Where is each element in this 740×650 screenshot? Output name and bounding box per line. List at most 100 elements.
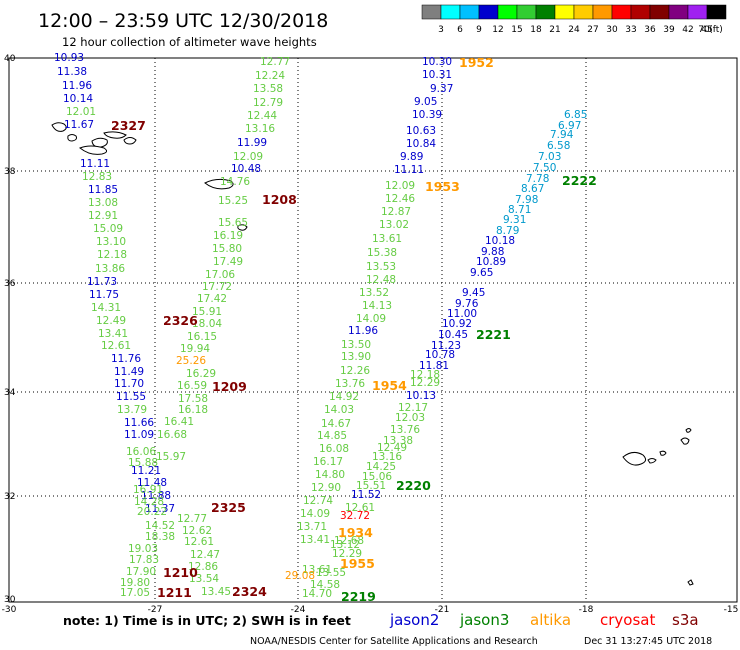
wave-height-value: 12.77 [177, 513, 207, 525]
colorbar-unit: (ft) [709, 25, 723, 35]
pass-time-label: 1953 [425, 179, 460, 194]
island-canaries [622, 450, 667, 466]
wave-height-value: 12.79 [253, 97, 283, 109]
wave-height-value: 13.52 [359, 287, 389, 299]
wave-height-value: 13.10 [96, 236, 126, 248]
wave-height-value: 13.45 [201, 586, 231, 598]
wave-height-value: 15.91 [192, 306, 222, 318]
pass-time-label: 1934 [338, 525, 373, 540]
wave-height-value: 14.52 [145, 520, 175, 532]
wave-height-value: 19.94 [180, 343, 210, 355]
pass-time-label: 1211 [157, 585, 192, 600]
wave-height-value: 13.38 [383, 435, 413, 447]
wave-height-value: 12.48 [366, 274, 396, 286]
wave-height-value: 14.09 [300, 508, 330, 520]
wave-height-value: 17.72 [202, 281, 232, 293]
wave-height-value: 11.96 [348, 325, 378, 337]
wave-height-value: 14.25 [366, 461, 396, 473]
wave-height-value: 10.63 [406, 125, 436, 137]
wave-height-value: 14.80 [315, 469, 345, 481]
wave-height-value: 12.17 [398, 402, 428, 414]
wave-height-value: 12.62 [182, 525, 212, 537]
longitude-labels: -30 -27 -24 -21 -18 -15 [2, 605, 739, 615]
wave-height-value: 12.18 [410, 369, 440, 381]
wave-height-value: 10.78 [425, 349, 455, 361]
wave-height-value: 25.26 [176, 355, 206, 367]
wave-height-value: 10.30 [422, 56, 452, 68]
wave-height-value: 12.47 [190, 549, 220, 561]
wave-height-value: 16.18 [178, 404, 208, 416]
pass-time-label: 2327 [111, 118, 146, 133]
wave-height-value: 14.92 [329, 391, 359, 403]
lon-tick-label: -15 [724, 605, 739, 615]
island-pico [79, 145, 108, 155]
wave-height-value: 11.23 [431, 340, 461, 352]
wave-height-value: 11.88 [141, 490, 171, 502]
wave-height-value: 11.70 [114, 378, 144, 390]
wave-height-value: 13.53 [366, 261, 396, 273]
wave-height-value: 16.91 [133, 484, 163, 496]
wave-height-value: 12.01 [66, 106, 96, 118]
colorbar-swatch [630, 4, 651, 20]
wave-height-value: 15.09 [93, 223, 123, 235]
wave-height-value: 6.97 [558, 120, 581, 132]
wave-height-value: 10.48 [231, 163, 261, 175]
wave-height-value: 9.37 [430, 83, 453, 95]
colorbar-tick-label: 6 [457, 25, 463, 35]
wave-height-value: 10.31 [422, 69, 452, 81]
wave-height-value: 15.80 [212, 243, 242, 255]
wave-height-value: 13.58 [253, 83, 283, 95]
wave-height-value: 15.51 [356, 480, 386, 492]
lat-tick-label: 34 [4, 388, 16, 398]
colorbar-swatch [592, 4, 613, 20]
island-coast-fragment [687, 579, 694, 586]
wave-height-value: 14.03 [324, 404, 354, 416]
footer-credit: NOAA/NESDIS Center for Satellite Applica… [250, 636, 538, 647]
colorbar-swatch [497, 4, 518, 20]
wave-height-value: 11.85 [88, 184, 118, 196]
wave-height-value: 9.65 [470, 267, 493, 279]
wave-height-value: 12.09 [233, 151, 263, 163]
pass-time-label: 2222 [562, 173, 597, 188]
colorbar-swatch [611, 4, 632, 20]
wave-height-value: 10.92 [442, 318, 472, 330]
wave-height-value: 11.96 [62, 80, 92, 92]
page-subtitle: 12 hour collection of altimeter wave hei… [62, 35, 317, 49]
lat-tick-label: 30 [4, 595, 16, 605]
wave-height-value: 13.76 [390, 424, 420, 436]
colorbar-swatch [649, 4, 670, 20]
wave-height-value: 11.11 [80, 158, 110, 170]
colorbar-swatch [421, 4, 442, 20]
lat-tick-label: 40 [4, 54, 16, 64]
wave-height-value: 16.41 [164, 416, 194, 428]
wave-height-value: 15.88 [128, 457, 158, 469]
wave-height-value: 14.31 [91, 302, 121, 314]
wave-height-value: 13.79 [117, 404, 147, 416]
colorbar-tick-label: 33 [625, 25, 636, 35]
note-text: note: 1) Time is in UTC; 2) SWH is in fe… [63, 613, 351, 628]
wave-height-value: 17.83 [0, 0, 30, 3]
wave-height-value: 17.83 [129, 554, 159, 566]
wave-height-value: 12.61 [345, 502, 375, 514]
wave-height-value: 11.21 [131, 465, 161, 477]
colorbar-tick-label: 70 [698, 25, 710, 35]
wave-height-value: 11.00 [447, 308, 477, 320]
wave-height-value: 18.38 [145, 531, 175, 543]
wave-height-value: 17.49 [213, 256, 243, 268]
wave-height-value: 17.42 [197, 293, 227, 305]
wave-height-value: 7.50 [533, 162, 556, 174]
wave-height-value: 17.05 [120, 587, 150, 599]
wave-height-value: 13.54 [189, 573, 219, 585]
wave-height-value: 11.76 [111, 353, 141, 365]
wave-height-value: 14.76 [220, 176, 250, 188]
wave-height-value: 12.77 [260, 56, 290, 68]
wave-height-value: 14.28 [134, 496, 164, 508]
wave-height-value: 13.71 [297, 521, 327, 533]
wave-height-value: 7.78 [526, 173, 549, 185]
lon-tick-label: -30 [2, 605, 17, 615]
wave-height-value: 14.50 [0, 0, 30, 3]
legend-entry-jason3: jason3 [459, 611, 509, 629]
wave-height-value: 14.67 [321, 418, 351, 430]
wave-height-value: 9.89 [400, 151, 423, 163]
